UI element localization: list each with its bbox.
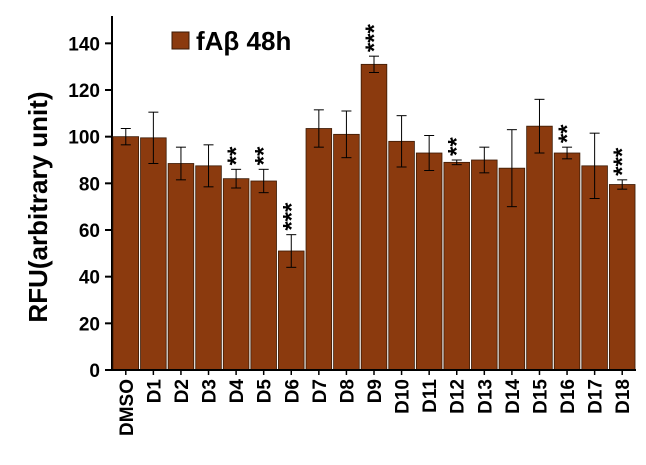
bar-d18 (608, 184, 636, 371)
bar-d4 (222, 178, 250, 371)
bar-d10 (388, 140, 415, 371)
x-tick-label: D11 (420, 379, 441, 413)
bar-d6 (278, 250, 305, 371)
y-tick-label: 20 (79, 314, 100, 335)
x-tick-label: D1 (144, 379, 165, 404)
x-tick-label: D10 (393, 379, 414, 414)
x-axis: DMSO D1 D2 D3 D4 D5 D6 D7 D8 D9 D10 D11 D12 D13 D14 D15… (112, 369, 636, 436)
y-tick-label: 80 (79, 174, 100, 195)
legend-label: fAβ 48h (196, 26, 291, 56)
x-tick-label: D8 (337, 379, 358, 403)
x-tick-label: D16 (558, 379, 579, 414)
x-tick-label: D7 (310, 379, 331, 403)
bar-d3 (195, 165, 222, 371)
bar-d16 (553, 152, 581, 371)
x-tick-label: D5 (255, 379, 276, 404)
y-tick-label: 120 (68, 81, 100, 102)
significance-marker: ** (444, 137, 471, 156)
bar-d13 (471, 159, 498, 371)
significance-marker: *** (361, 23, 388, 52)
bar-d7 (305, 128, 333, 371)
bar-d2 (167, 163, 195, 371)
x-tick-label: D18 (613, 379, 634, 414)
x-tick-label: D17 (586, 379, 607, 414)
bar-d8 (333, 133, 360, 371)
bar-dmso (112, 136, 140, 371)
y-tick-label: 60 (79, 221, 100, 242)
bar-d11 (415, 152, 443, 371)
bar-d1 (140, 137, 167, 371)
bar-d15 (526, 125, 553, 371)
legend: fAβ 48h (171, 26, 291, 56)
y-tick-label: 100 (68, 128, 100, 149)
y-tick-label: 140 (68, 34, 100, 55)
bar-d12 (443, 161, 470, 371)
legend-swatch (171, 31, 190, 50)
x-tick-label: D13 (475, 379, 496, 414)
bar-d9 (360, 63, 388, 371)
significance-marker: ** (554, 124, 581, 143)
x-tick-label: D2 (172, 379, 193, 403)
y-axis: 0 20 40 60 80 100 120 140 (68, 16, 113, 382)
significance-marker: ** (223, 146, 250, 165)
y-tick-label: 0 (89, 361, 100, 382)
significance-markers: ** *************** (223, 23, 636, 230)
error-bars (120, 55, 628, 268)
x-tick-label: D3 (200, 379, 221, 403)
x-tick-label: DMSO (117, 379, 138, 436)
significance-marker: *** (609, 147, 636, 176)
x-tick-label: D14 (503, 379, 524, 414)
bar-d5 (250, 180, 277, 371)
x-tick-label: D9 (365, 379, 386, 403)
bars (112, 63, 636, 371)
x-tick-label: D12 (448, 379, 469, 414)
y-tick-label: 40 (79, 268, 100, 289)
x-tick-label: D15 (530, 379, 551, 414)
y-axis-title: RFU(arbitrary unit) (23, 91, 53, 322)
x-tick-label: D6 (282, 379, 303, 403)
significance-marker: *** (278, 202, 305, 231)
significance-marker: ** (251, 146, 278, 165)
x-tick-label: D4 (227, 379, 248, 404)
